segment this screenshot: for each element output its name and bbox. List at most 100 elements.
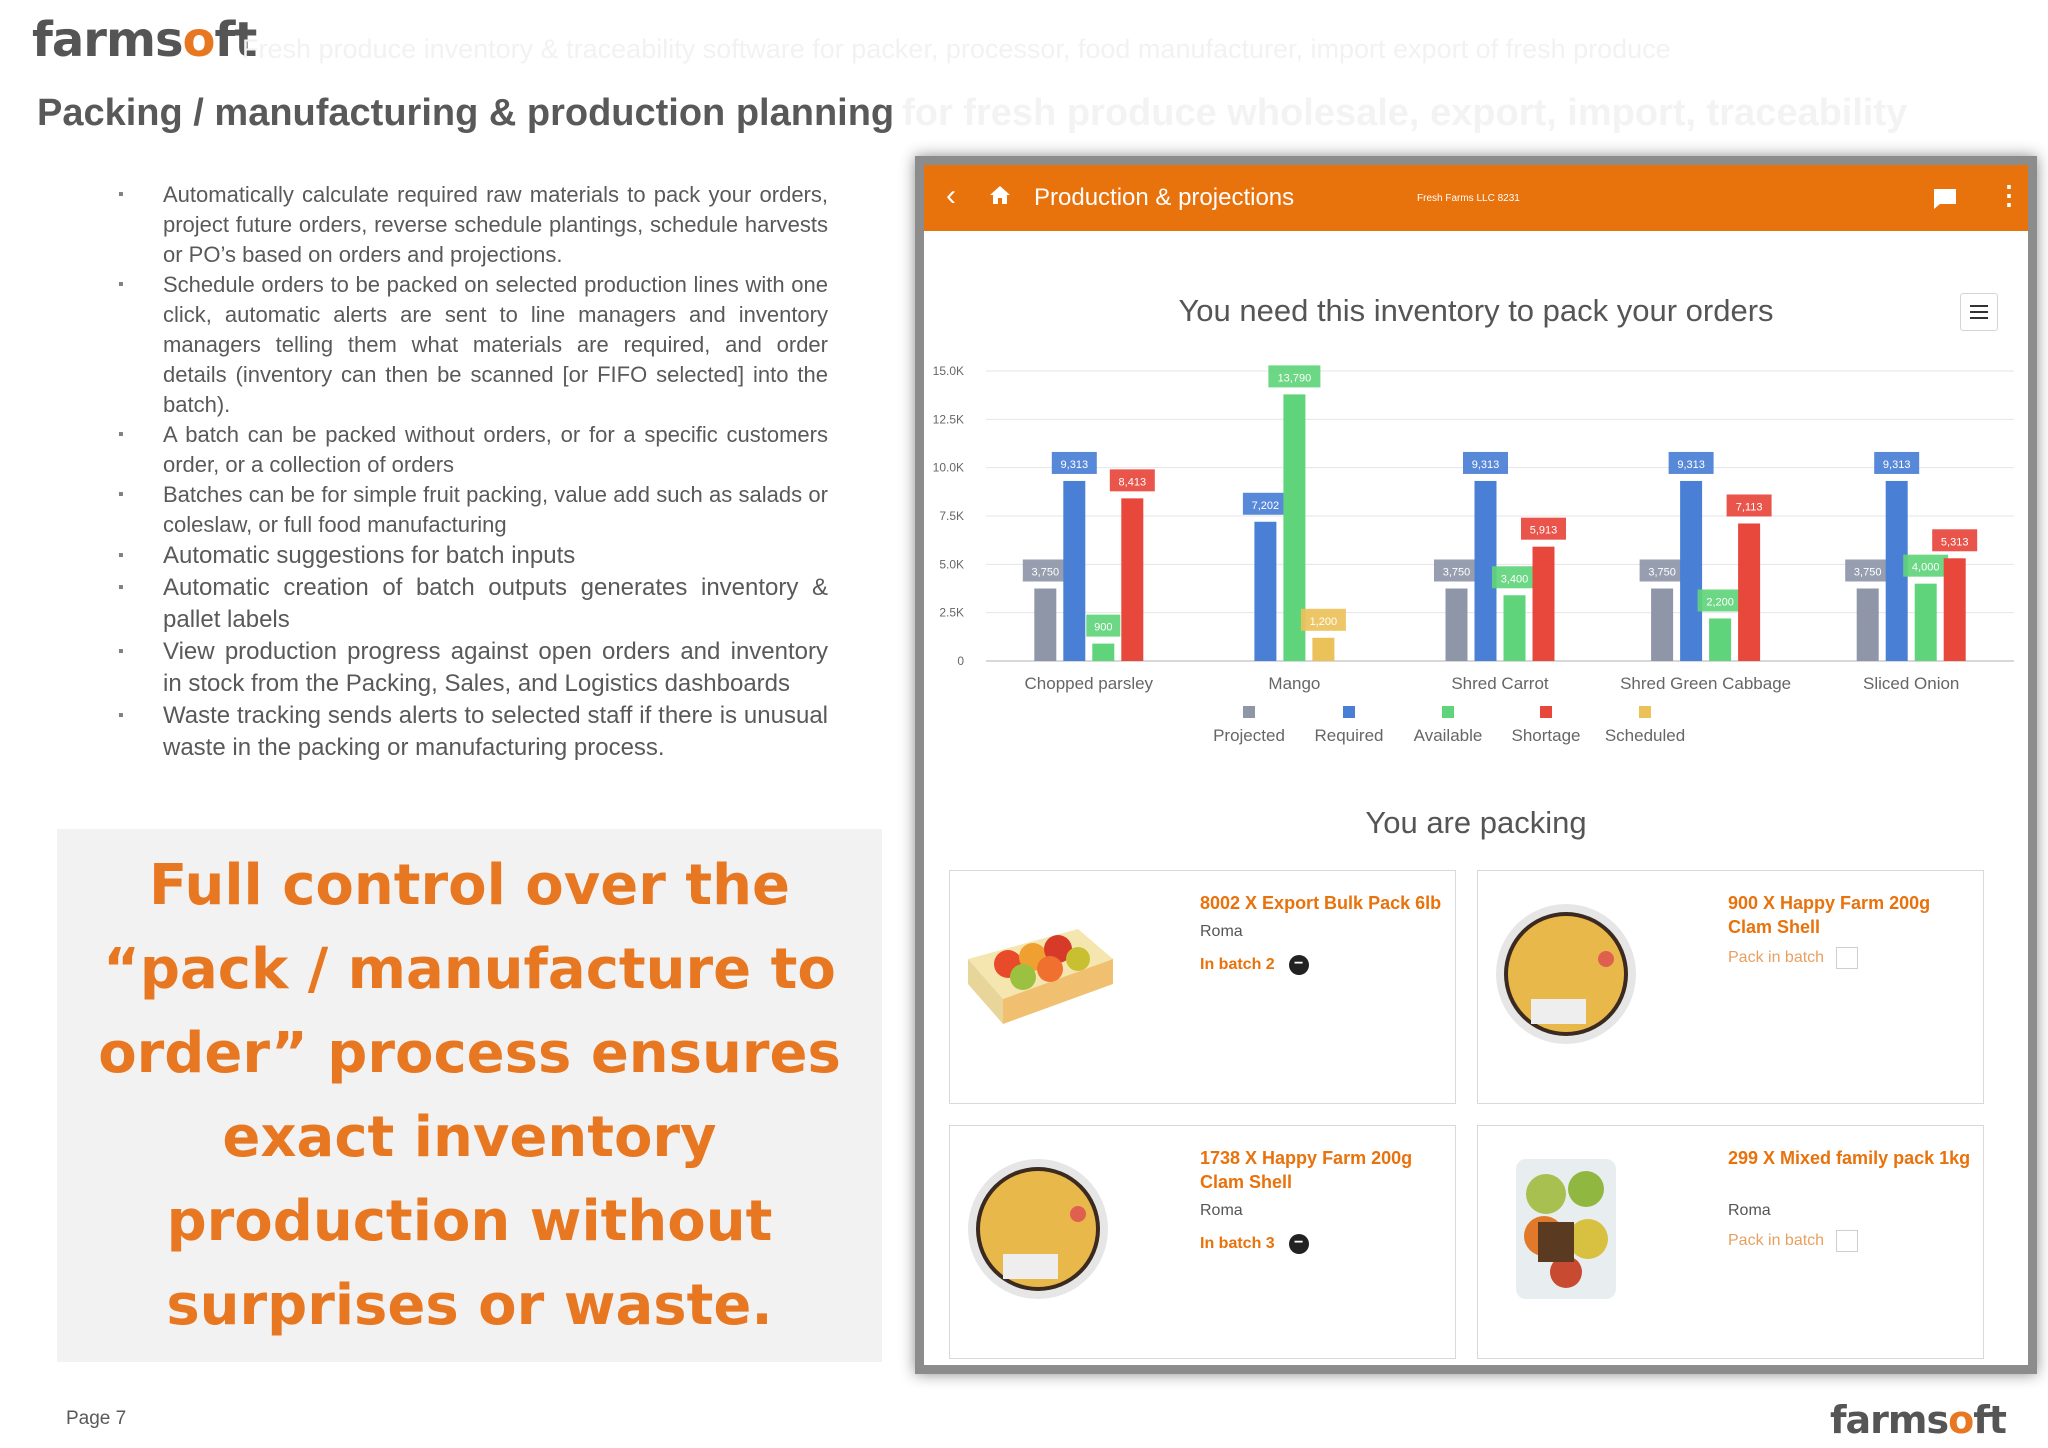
card-location: Roma (1200, 1202, 1243, 1219)
data-label: 9,313 (1883, 459, 1911, 471)
data-label: 3,750 (1648, 567, 1676, 579)
chart-title: You need this inventory to pack your ord… (1178, 293, 1774, 328)
app-screenshot: ‹ Production & projections Fresh Farms L… (915, 156, 2037, 1374)
data-label-box (1051, 451, 1097, 474)
chart-menu-button[interactable] (1960, 293, 1998, 331)
y-tick-label: 2.5K (939, 606, 964, 620)
data-label: 3,400 (1501, 573, 1529, 585)
card-batch-status[interactable]: In batch 3− (1200, 1234, 1309, 1254)
card-location: Roma (1728, 1202, 1771, 1219)
pack-checkbox[interactable] (1836, 1230, 1859, 1252)
hamburger-line (1970, 305, 1988, 307)
feature-item: Automatically calculate required raw mat… (118, 180, 828, 270)
x-tick-label: Sliced Onion (1863, 674, 1959, 693)
app-bar: ‹ Production & projections Fresh Farms L… (924, 165, 2028, 231)
feature-item: Schedule orders to be packed on selected… (118, 270, 828, 420)
data-label: 9,313 (1061, 459, 1089, 471)
y-tick-label: 15.0K (933, 364, 964, 378)
card-pack-in-batch[interactable]: Pack in batch (1728, 947, 1859, 969)
feature-item: View production progress against open or… (118, 636, 828, 700)
data-label-box (1268, 365, 1321, 388)
card-product-name: 900 X Happy Farm 200g Clam Shell (1728, 893, 1931, 937)
page-title: Packing / manufacturing & production pla… (37, 92, 1908, 134)
data-label: 8,413 (1119, 476, 1147, 488)
y-tick-label: 12.5K (933, 412, 964, 426)
chart-bar (1283, 394, 1306, 661)
y-tick-label: 10.0K (933, 461, 964, 475)
y-tick-label: 5.0K (939, 557, 964, 571)
chart-bar (1885, 480, 1908, 661)
home-icon[interactable] (988, 183, 1012, 212)
inventory-chart: 0 2.5K 5.0K 7.5K 10.0K 12.5K 15.0K 3,750 9,313 90… (933, 364, 2014, 745)
data-label: 3,750 (1854, 567, 1882, 579)
farmsoft-logo: farmsoft (32, 12, 257, 68)
card-product-name: 299 X Mixed family pack 1kg (1728, 1148, 1971, 1168)
data-label-box (1932, 529, 1978, 552)
packing-card[interactable]: 299 X Mixed family pack 1kg Roma Pack in… (1477, 1125, 1984, 1359)
data-label-box (1109, 469, 1155, 492)
data-label: 13,790 (1278, 372, 1312, 384)
data-label-box (1521, 517, 1566, 540)
remove-circle-icon[interactable]: − (1288, 955, 1309, 975)
pack-checkbox[interactable] (1836, 947, 1859, 969)
hamburger-line (1970, 317, 1988, 319)
feature-item: Automatic creation of batch outputs gene… (118, 572, 828, 636)
data-label-box (1903, 554, 1949, 577)
chat-icon[interactable] (1932, 187, 1958, 216)
legend-swatch (1639, 706, 1651, 718)
page-number: Page 7 (66, 1408, 127, 1429)
app-title: Production & projections (1034, 184, 1295, 211)
x-tick-label: Shred Carrot (1451, 674, 1549, 693)
data-label-box (1492, 566, 1537, 589)
data-label: 3,750 (1032, 567, 1060, 579)
data-label-box (1668, 451, 1714, 474)
chevron-left-icon[interactable]: ‹ (946, 179, 956, 212)
data-label: 5,913 (1530, 525, 1558, 537)
chart-bar (1709, 618, 1732, 661)
chart-bar (1943, 558, 1966, 661)
chart-bar (1034, 588, 1057, 661)
card-batch-status[interactable]: In batch 2− (1200, 955, 1309, 975)
card-location: Roma (1200, 923, 1243, 940)
callout-text: Full control over the “pack / manufactur… (98, 852, 841, 1338)
data-label: 1,200 (1310, 616, 1338, 628)
data-label: 7,202 (1252, 500, 1280, 512)
packing-card[interactable]: 1738 X Happy Farm 200g Clam Shell Roma I… (949, 1125, 1456, 1359)
data-label-box (1022, 559, 1068, 582)
y-tick-label: 0 (957, 654, 964, 668)
chart-bar (1680, 480, 1703, 661)
data-label-box (1845, 559, 1891, 582)
berry-medley-image (968, 1159, 1108, 1299)
packing-card[interactable]: 8002 X Export Bulk Pack 6lb Roma In batc… (949, 870, 1456, 1104)
org-label: Fresh Farms LLC 8231 (1417, 193, 1520, 204)
chart-bar (1738, 523, 1761, 661)
card-product-name: 1738 X Happy Farm 200g Clam Shell (1200, 1148, 1413, 1192)
x-tick-label: Mango (1268, 674, 1320, 693)
chart-bar (1503, 595, 1526, 661)
data-label-box (1639, 559, 1685, 582)
x-tick-label: Shred Green Cabbage (1620, 674, 1791, 693)
legend-label: Required (1315, 726, 1384, 745)
legend-label: Available (1414, 726, 1483, 745)
data-label-box (1726, 494, 1772, 517)
legend-label: Scheduled (1605, 726, 1685, 745)
chart-bar (1914, 583, 1937, 661)
remove-circle-icon[interactable]: − (1288, 1234, 1309, 1254)
mango-box-image (968, 929, 1113, 1024)
data-label-box (1463, 451, 1508, 474)
feature-item: Waste tracking sends alerts to selected … (118, 700, 828, 764)
chart-bar (1856, 588, 1879, 661)
data-label-box (1086, 614, 1121, 637)
legend-swatch (1343, 706, 1355, 718)
more-vert-icon[interactable]: ⋮ (1996, 180, 2022, 210)
packing-card[interactable]: 900 X Happy Farm 200g Clam Shell Pack in… (1477, 870, 1984, 1104)
legend-swatch (1243, 706, 1255, 718)
legend-label: Projected (1213, 726, 1285, 745)
legend-swatch (1540, 706, 1552, 718)
card-pack-in-batch[interactable]: Pack in batch (1728, 1230, 1859, 1252)
chart-bar (1092, 643, 1115, 661)
feature-item: Automatic suggestions for batch inputs (118, 540, 828, 572)
data-label: 2,200 (1706, 596, 1734, 608)
y-tick-label: 7.5K (939, 509, 964, 523)
data-label-box (1300, 608, 1346, 631)
